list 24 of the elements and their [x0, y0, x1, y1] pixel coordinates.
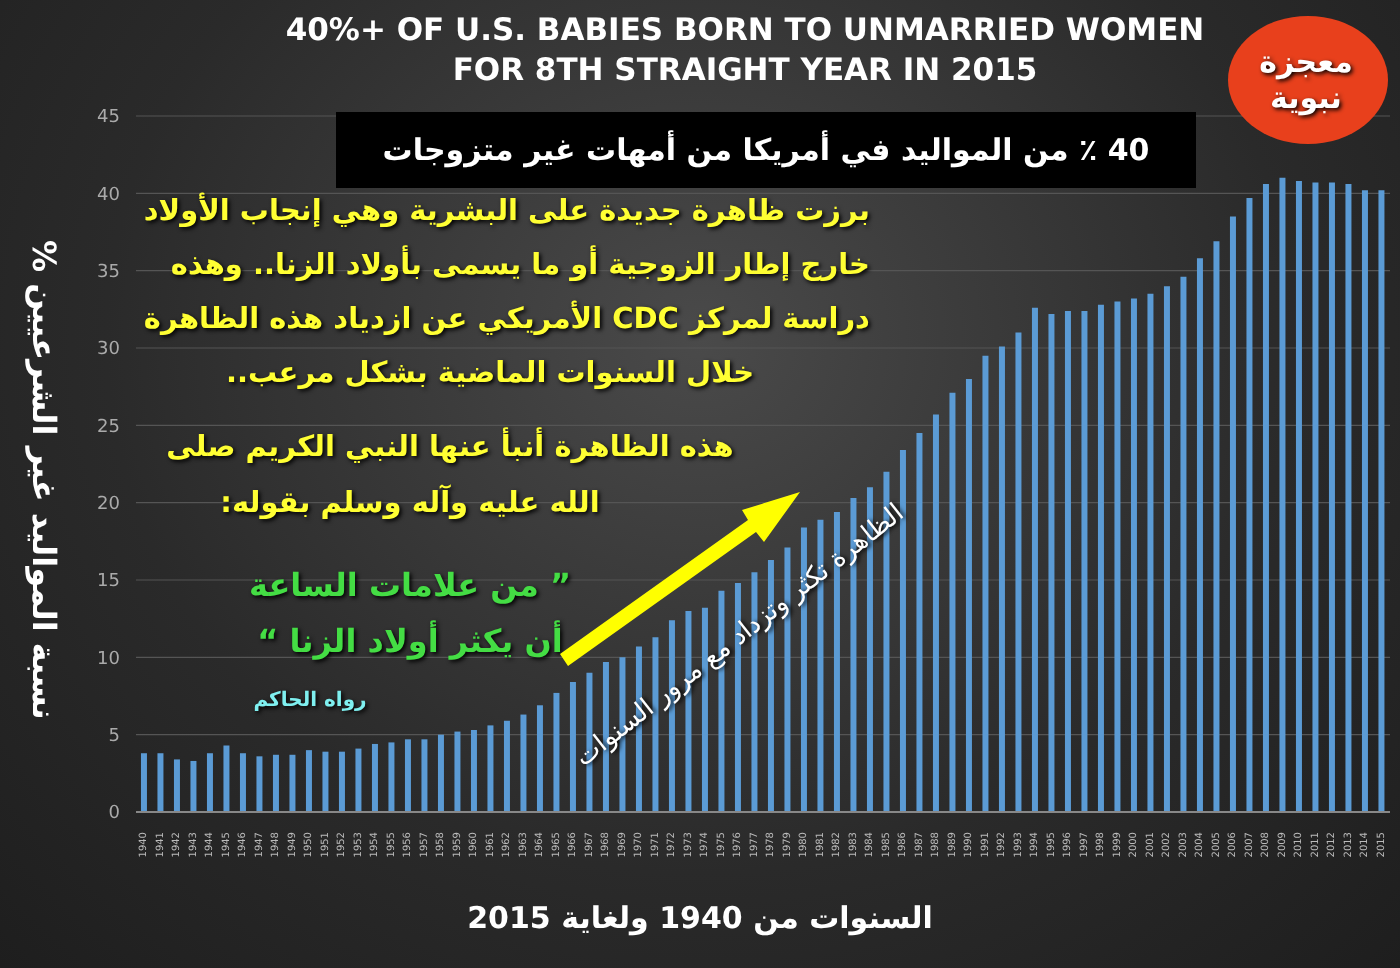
- annotation: هذه الظاهرة أنبأ عنها النبي الكريم صلى: [164, 432, 736, 464]
- y-tick-label: 25: [97, 417, 120, 438]
- y-tick-label: 45: [97, 108, 120, 129]
- y-tick-label: 40: [97, 185, 121, 206]
- y-tick-label: 15: [97, 572, 120, 593]
- annotation: برزت ظاهرة جديدة على البشرية وهي إنجاب الأولاد: [143, 196, 870, 228]
- annotation: خارج إطار الزوجية أو ما يسمى بأولاد الزنا.. وهذه: [170, 250, 870, 282]
- y-tick-label: 5: [108, 727, 120, 748]
- annotation: معجزة نبوية: [1257, 44, 1355, 116]
- annotation: رواه الحاكم: [251, 690, 369, 712]
- y-tick-label: 30: [97, 340, 121, 361]
- annotation: ” من علامات الساعة: [246, 566, 573, 604]
- annotation: خلال السنوات الماضية بشكل مرعب..: [223, 358, 757, 390]
- annotation: الله عليه وآله وسلم بقوله:: [218, 488, 602, 520]
- y-tick-label: 20: [97, 495, 121, 516]
- y-axis-title: نسبة المواليد غير الشرعيين %: [25, 240, 63, 720]
- annotation: دراسة لمركز CDC الأمريكي عن ازدياد هذه الظاهرة: [143, 304, 870, 336]
- y-tick-label: 0: [108, 804, 121, 825]
- y-tick-label: 35: [97, 263, 120, 284]
- x-axis-title: السنوات من 1940 ولغاية 2015: [465, 900, 935, 936]
- text: 40 ٪ من المواليد في أمريكا من أمهات غير متزوجات: [336, 112, 1196, 188]
- y-tick-label: 10: [97, 649, 121, 670]
- chart-title: 40%+ OF U.S. BABIES BORN TO UNMARRIED WOMEN FOR 8TH STRAIGHT YEAR IN 2015: [283, 10, 1207, 90]
- annotation: أن يكثر أولاد الزنا “: [257, 622, 563, 660]
